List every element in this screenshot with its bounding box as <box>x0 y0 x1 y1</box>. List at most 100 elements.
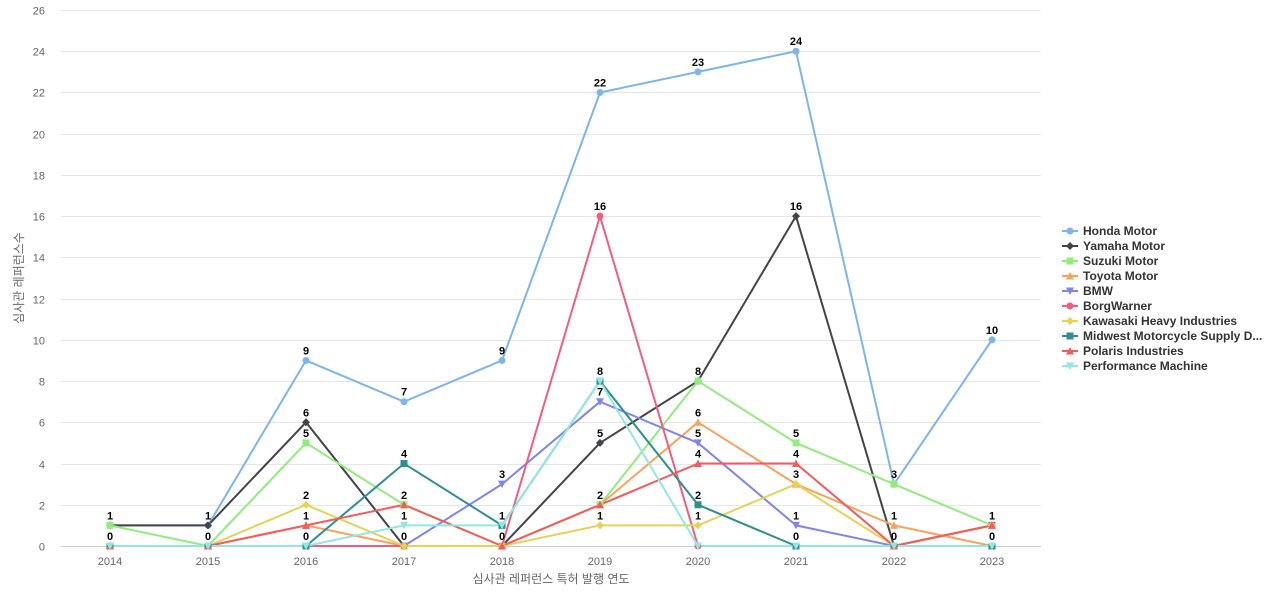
data-point[interactable] <box>400 542 408 550</box>
legend-item[interactable]: Suzuki Motor <box>1062 254 1159 268</box>
legend-label: Performance Machine <box>1083 359 1208 373</box>
data-label: 3 <box>891 469 897 481</box>
data-point[interactable] <box>302 439 310 447</box>
data-point[interactable] <box>596 212 604 220</box>
data-label: 1 <box>597 510 603 522</box>
data-label: 1 <box>989 510 995 522</box>
series-markers-7 <box>106 377 996 550</box>
data-point[interactable] <box>792 521 800 530</box>
legend-item[interactable]: Toyota Motor <box>1062 269 1158 283</box>
data-point[interactable] <box>792 542 800 551</box>
data-point[interactable] <box>792 459 800 468</box>
data-point[interactable] <box>302 418 310 427</box>
legend-item[interactable]: Polaris Industries <box>1062 344 1184 358</box>
data-point[interactable] <box>596 377 604 386</box>
data-point[interactable] <box>596 521 604 530</box>
data-point[interactable] <box>890 542 898 551</box>
series-line <box>109 380 993 547</box>
y-tick-label: 22 <box>33 88 45 100</box>
y-tick-label: 14 <box>33 253 45 265</box>
data-point[interactable] <box>694 521 702 530</box>
legend-label: BMW <box>1083 284 1114 298</box>
legend-label: Polaris Industries <box>1083 344 1184 358</box>
x-tick-label: 2020 <box>686 556 710 568</box>
data-point[interactable] <box>694 377 702 385</box>
legend-item[interactable]: Yamaha Motor <box>1062 239 1165 253</box>
data-label: 5 <box>303 428 309 440</box>
data-label: 3 <box>793 469 799 481</box>
data-point[interactable] <box>400 398 408 406</box>
data-point[interactable] <box>596 88 604 96</box>
data-point[interactable] <box>302 521 310 529</box>
data-label: 5 <box>695 428 701 440</box>
data-label: 5 <box>793 428 799 440</box>
data-point[interactable] <box>302 356 310 364</box>
data-label: 6 <box>695 407 701 419</box>
data-point[interactable] <box>792 439 800 447</box>
data-point[interactable] <box>792 480 800 489</box>
data-point[interactable] <box>302 542 310 551</box>
data-label: 0 <box>303 531 309 543</box>
data-point[interactable] <box>792 47 800 55</box>
legend-item[interactable]: Kawasaki Heavy Industries <box>1062 314 1237 328</box>
x-tick-label: 2021 <box>784 556 808 568</box>
data-label: 22 <box>594 77 606 89</box>
data-point[interactable] <box>694 542 702 551</box>
data-point[interactable] <box>694 439 702 447</box>
data-label: 4 <box>793 449 800 461</box>
data-point[interactable] <box>106 521 114 529</box>
data-point[interactable] <box>204 521 212 530</box>
y-tick-label: 18 <box>33 171 45 183</box>
y-tick-label: 2 <box>39 501 45 513</box>
data-point[interactable] <box>596 438 604 447</box>
legend-label: Toyota Motor <box>1083 269 1158 283</box>
data-point[interactable] <box>498 542 506 550</box>
data-label: 2 <box>597 490 603 502</box>
legend-item[interactable]: Performance Machine <box>1062 359 1208 373</box>
data-point[interactable] <box>988 336 996 344</box>
data-point[interactable] <box>694 459 702 468</box>
legend-item[interactable]: BMW <box>1062 284 1114 298</box>
data-point[interactable] <box>694 68 702 76</box>
data-point[interactable] <box>694 501 702 509</box>
legend-item[interactable]: Honda Motor <box>1062 224 1157 238</box>
data-point[interactable] <box>400 460 408 468</box>
x-tick-label: 2014 <box>98 556 122 568</box>
data-label: 1 <box>107 510 113 522</box>
data-label: 9 <box>499 345 505 357</box>
series-2 <box>109 380 993 547</box>
series-0 <box>110 50 993 527</box>
data-point[interactable] <box>400 521 408 530</box>
data-label: 16 <box>790 201 802 213</box>
legend-marker <box>1066 227 1074 235</box>
data-point[interactable] <box>400 500 408 509</box>
data-point[interactable] <box>498 480 506 489</box>
legend-item[interactable]: Midwest Motorcycle Supply D... <box>1062 329 1262 343</box>
series-markers-2 <box>106 377 996 550</box>
data-label: 1 <box>695 510 701 522</box>
data-labels: 1010965210742109310221687521238654212416… <box>107 36 998 543</box>
data-point[interactable] <box>106 542 114 551</box>
data-point[interactable] <box>988 542 996 551</box>
data-point[interactable] <box>694 418 702 426</box>
data-label: 1 <box>205 510 211 522</box>
data-label: 5 <box>597 428 603 440</box>
data-point[interactable] <box>890 480 898 488</box>
data-point[interactable] <box>204 542 212 551</box>
data-point[interactable] <box>988 521 996 529</box>
data-label: 0 <box>989 531 995 543</box>
data-label: 0 <box>205 531 211 543</box>
data-point[interactable] <box>596 398 604 406</box>
data-point[interactable] <box>498 521 506 530</box>
legend-item[interactable]: BorgWarner <box>1062 299 1152 313</box>
y-tick-label: 26 <box>33 6 45 18</box>
data-label: 7 <box>597 387 603 399</box>
data-point[interactable] <box>792 212 800 221</box>
data-point[interactable] <box>596 500 604 509</box>
data-point[interactable] <box>890 521 898 529</box>
data-label: 10 <box>986 325 998 337</box>
data-point[interactable] <box>302 500 310 509</box>
data-point[interactable] <box>498 356 506 364</box>
data-label: 0 <box>793 531 799 543</box>
